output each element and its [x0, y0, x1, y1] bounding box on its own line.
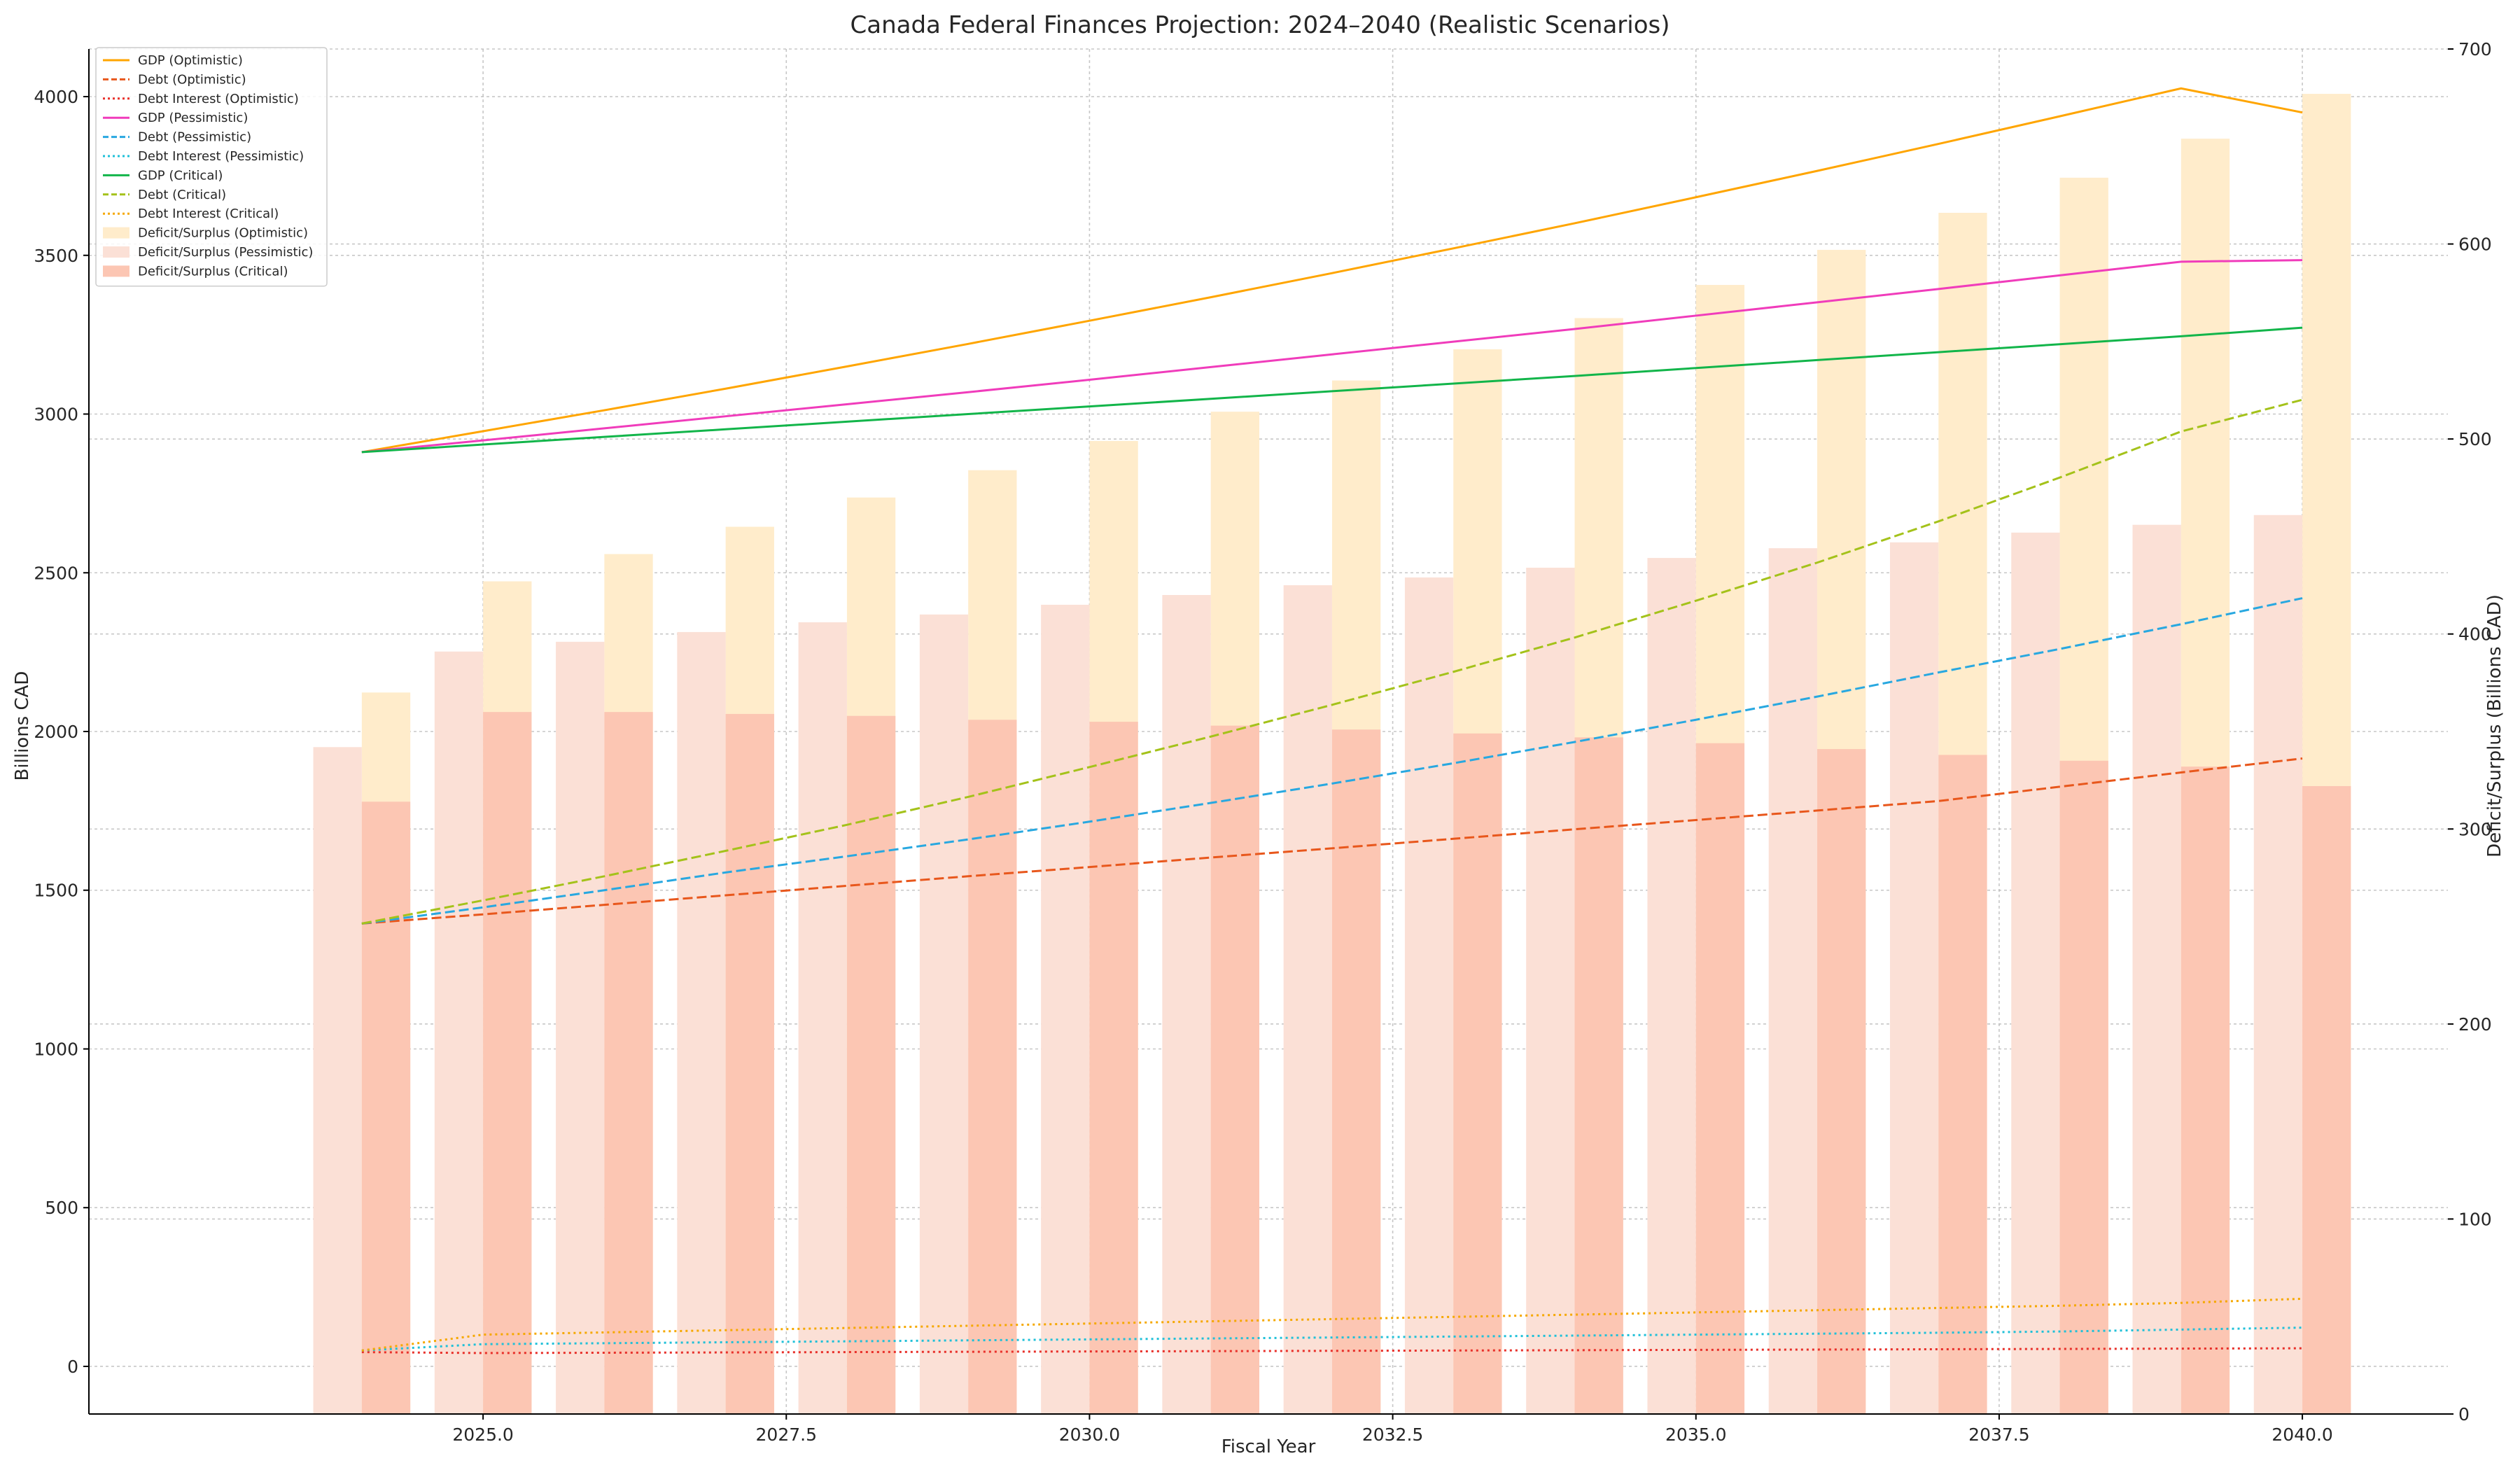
- y-left-tick-label-1: 500: [45, 1198, 78, 1218]
- legend-label-7: Debt (Critical): [138, 188, 226, 202]
- y-axis-left-label: Billions CAD: [12, 671, 33, 781]
- bar-series1-2025: [434, 651, 484, 1415]
- y-left-tick-label-6: 3000: [34, 405, 78, 425]
- line-series: [361, 87, 2303, 1354]
- y-right-tick-label-1: 100: [2458, 1209, 2492, 1229]
- y-left-tick-label-0: 0: [67, 1357, 78, 1377]
- y-left-tick-label-3: 1500: [34, 881, 78, 901]
- y-right-tick-label-4: 400: [2458, 624, 2492, 645]
- bar-series2-2027: [725, 713, 774, 1414]
- y-right-tick-label-3: 300: [2458, 819, 2492, 839]
- y-left-tick-label-2: 1000: [34, 1039, 78, 1059]
- x-tick-label-2: 2030.0: [1059, 1424, 1120, 1445]
- bar-series1-2026: [556, 641, 605, 1414]
- bar-series1-2031: [1162, 595, 1211, 1414]
- legend-swatch-9: [103, 227, 130, 239]
- legend-swatch-10: [103, 246, 130, 258]
- bar-series2-2035: [1695, 743, 1745, 1414]
- bar-series2-2039: [2180, 766, 2230, 1414]
- y-right-tick-label-6: 600: [2458, 234, 2492, 255]
- line-series-4: [361, 597, 2303, 925]
- bar-series1-2032: [1283, 585, 1332, 1414]
- bar-series1-2036: [1768, 548, 1818, 1415]
- legend-swatch-11: [103, 265, 130, 277]
- line-series-5: [361, 1326, 2303, 1352]
- line-series-1: [361, 757, 2303, 925]
- y-left-tick-label-8: 4000: [34, 87, 78, 107]
- tick-labels: 2025.0 2027.5 2030.0 2032.5 2035.0 2037.5 2040…: [34, 39, 2491, 1445]
- bar-series1-2030: [1041, 604, 1090, 1414]
- line-series-2: [361, 1347, 2303, 1354]
- bar-series2-2026: [604, 712, 653, 1414]
- bar-series1-2028: [798, 622, 847, 1414]
- bar-series1-2037: [1889, 542, 1939, 1415]
- bar-series1-2035: [1647, 558, 1696, 1414]
- legend-label-11: Deficit/Surplus (Critical): [138, 264, 288, 279]
- line-series-7: [361, 398, 2303, 925]
- x-tick-label-1: 2027.5: [756, 1424, 817, 1445]
- y-left-tick-label-7: 3500: [34, 246, 78, 266]
- x-tick-label-0: 2025.0: [452, 1424, 513, 1445]
- bar-series1-2040: [2253, 514, 2303, 1415]
- legend-label-4: Debt (Pessimistic): [138, 130, 251, 145]
- legend-label-0: GDP (Optimistic): [138, 53, 243, 68]
- bar-series2-2034: [1574, 737, 1623, 1414]
- x-axis-label: Fiscal Year: [1222, 1436, 1316, 1457]
- y-right-tick-label-2: 200: [2458, 1014, 2492, 1035]
- legend-label-1: Debt (Optimistic): [138, 72, 246, 87]
- legend-label-3: GDP (Pessimistic): [138, 111, 248, 125]
- legend-label-2: Debt Interest (Optimistic): [138, 92, 299, 106]
- bar-series1-2034: [1526, 568, 1575, 1414]
- bar-series2-2031: [1210, 725, 1260, 1414]
- legend: GDP (Optimistic) Debt (Optimistic) Debt In…: [95, 47, 328, 287]
- x-tick-label-6: 2040.0: [2272, 1424, 2332, 1445]
- bar-series1-2029: [919, 614, 969, 1414]
- bar-series1-2039: [2132, 524, 2181, 1414]
- y-left-tick-label-4: 2000: [34, 722, 78, 742]
- line-series-8: [361, 1297, 2303, 1352]
- bar-series2-2028: [846, 715, 896, 1414]
- chart-title: Canada Federal Finances Projection: 2024…: [850, 11, 1670, 39]
- bar-series1-2027: [677, 631, 726, 1414]
- legend-label-9: Deficit/Surplus (Optimistic): [138, 226, 308, 241]
- line-series-3: [361, 259, 2303, 454]
- bar-series2-2038: [2059, 760, 2108, 1414]
- bar-series2-2036: [1817, 749, 1866, 1414]
- bar-series2-2030: [1089, 722, 1138, 1414]
- bar-series2-2025: [483, 712, 532, 1414]
- y-left-tick-label-5: 2500: [34, 563, 78, 583]
- line-series-6: [361, 326, 2303, 454]
- legend-label-10: Deficit/Surplus (Pessimistic): [138, 245, 313, 260]
- y-axis-right-label: Deficit/Surplus (Billions CAD): [2484, 594, 2505, 858]
- x-tick-label-4: 2035.0: [1665, 1424, 1726, 1445]
- legend-box: [95, 47, 328, 287]
- legend-label-6: GDP (Critical): [138, 168, 223, 183]
- bar-series2-2037: [1938, 755, 1987, 1414]
- y-right-tick-label-0: 0: [2458, 1404, 2470, 1424]
- x-tick-label-3: 2032.5: [1362, 1424, 1423, 1445]
- bar-series2-2029: [968, 720, 1017, 1414]
- bar-series2-2040: [2302, 786, 2351, 1414]
- bar-series2-2032: [1331, 729, 1381, 1414]
- line-series-0: [361, 87, 2303, 454]
- bar-series: [313, 94, 2351, 1415]
- bar-series1-2033: [1404, 577, 1454, 1414]
- bar-series2-2024: [361, 802, 411, 1414]
- x-tick-label-5: 2037.5: [1968, 1424, 2029, 1445]
- legend-label-8: Debt Interest (Critical): [138, 206, 279, 221]
- bar-series1-2024: [313, 747, 362, 1414]
- bar-series1-2038: [2011, 532, 2060, 1414]
- y-right-tick-label-7: 700: [2458, 39, 2492, 59]
- y-right-tick-label-5: 500: [2458, 429, 2492, 449]
- bar-series2-2033: [1453, 733, 1502, 1414]
- legend-label-5: Debt Interest (Pessimistic): [138, 149, 304, 164]
